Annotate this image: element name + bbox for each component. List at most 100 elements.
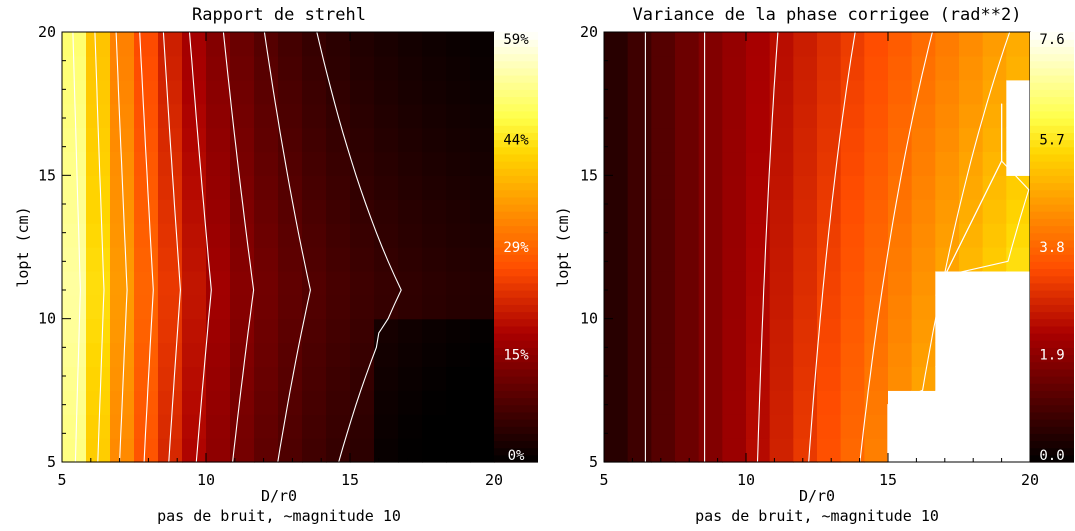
colorbar-swatch xyxy=(494,318,538,327)
y-tick-label: 15 xyxy=(38,166,56,184)
heatmap-cell xyxy=(1006,32,1031,57)
colorbar-swatch xyxy=(1030,247,1074,255)
colorbar-label: 3.8 xyxy=(1039,240,1064,256)
heatmap-cell xyxy=(675,366,700,391)
heatmap-cell xyxy=(62,366,87,391)
heatmap-cell xyxy=(675,270,700,296)
heatmap-cell xyxy=(911,199,936,224)
heatmap-cell xyxy=(134,127,159,153)
heatmap-cell xyxy=(326,366,351,391)
colorbar-swatch xyxy=(1030,82,1074,90)
heatmap-cell xyxy=(110,294,135,320)
colorbar-swatch xyxy=(494,75,538,83)
colorbar-swatch xyxy=(1030,89,1074,98)
heatmap-cell xyxy=(864,294,889,320)
heatmap-cell xyxy=(959,55,984,81)
heatmap-cell xyxy=(134,223,159,248)
heatmap-cell xyxy=(422,342,447,368)
heatmap-cell xyxy=(446,127,471,153)
heatmap-cell xyxy=(817,127,842,153)
heatmap-cell xyxy=(604,270,629,296)
heatmap-cell xyxy=(446,438,471,463)
colorbar-swatch xyxy=(1030,383,1074,391)
heatmap-cell xyxy=(675,247,700,272)
colorbar-label: 5.7 xyxy=(1039,133,1064,149)
heatmap-cell xyxy=(206,366,231,391)
heatmap-cell xyxy=(422,55,447,81)
colorbar-swatch xyxy=(494,397,538,406)
heatmap-cell xyxy=(350,55,375,81)
heatmap-cell xyxy=(793,32,818,57)
colorbar-swatch xyxy=(1030,125,1074,133)
heatmap-cell xyxy=(675,414,700,439)
heatmap-cell xyxy=(888,247,913,272)
colorbar-swatch xyxy=(494,419,538,427)
heatmap-cell xyxy=(698,366,723,391)
colorbar-swatch xyxy=(1030,132,1074,141)
heatmap-cell xyxy=(627,414,652,439)
heatmap-cell xyxy=(888,318,913,344)
heatmap-cell xyxy=(254,366,279,391)
heatmap-cell xyxy=(398,175,423,200)
heatmap-cell xyxy=(982,247,1007,272)
heatmap-cell xyxy=(158,103,183,129)
heatmap-cell xyxy=(62,199,87,224)
heatmap-cell xyxy=(911,127,936,153)
colorbar-swatch xyxy=(1030,419,1074,427)
heatmap-cell xyxy=(422,294,447,320)
heatmap-cell xyxy=(254,294,279,320)
heatmap-cell xyxy=(62,270,87,296)
heatmap-cell xyxy=(959,175,984,200)
colorbar-swatch xyxy=(1030,347,1074,356)
heatmap-cell xyxy=(230,32,255,57)
heatmap-cell xyxy=(959,270,984,296)
colorbar-swatch xyxy=(1030,447,1074,456)
heatmap-cell xyxy=(254,247,279,272)
colorbar-swatch xyxy=(494,411,538,420)
heatmap-cell xyxy=(888,414,913,439)
heatmap-cell xyxy=(651,55,676,81)
heatmap-cell xyxy=(230,79,255,105)
heatmap-cell xyxy=(864,414,889,439)
colorbar-label: 59% xyxy=(503,32,529,48)
heatmap-cell xyxy=(446,270,471,296)
heatmap-cell xyxy=(278,103,303,129)
heatmap-cell xyxy=(302,414,327,439)
colorbar-swatch xyxy=(494,311,538,320)
colorbar-swatch xyxy=(494,132,538,141)
colorbar-swatch xyxy=(494,361,538,370)
heatmap-cell xyxy=(278,79,303,105)
heatmap-cell xyxy=(374,223,399,248)
heatmap-cell xyxy=(793,199,818,224)
heatmap-cell xyxy=(422,32,447,57)
heatmap-cell xyxy=(840,55,865,81)
heatmap-cell xyxy=(627,175,652,200)
heatmap-cell xyxy=(888,55,913,81)
colorbar-label: 29% xyxy=(503,240,529,256)
heatmap-cell xyxy=(982,32,1007,57)
heatmap-cell xyxy=(840,103,865,129)
heatmap-cell xyxy=(651,414,676,439)
heatmap-cell xyxy=(446,318,471,344)
heatmap-cell xyxy=(935,414,960,439)
x-tick-label: 20 xyxy=(485,471,503,489)
heatmap-cell xyxy=(817,438,842,463)
heatmap-cell xyxy=(110,223,135,248)
heatmap-cell xyxy=(422,79,447,105)
heatmap-cell xyxy=(182,318,207,344)
heatmap-cell xyxy=(446,199,471,224)
heatmap-cell xyxy=(110,270,135,296)
heatmap-cell xyxy=(604,223,629,248)
heatmap-cell xyxy=(374,366,399,391)
heatmap-cell xyxy=(935,223,960,248)
heatmap-cell xyxy=(374,79,399,105)
heatmap-cell xyxy=(470,127,495,153)
heatmap-cell xyxy=(982,127,1007,153)
heatmap-cell xyxy=(840,151,865,176)
heatmap-cell xyxy=(651,151,676,176)
colorbar-swatch xyxy=(494,161,538,169)
heatmap-cell xyxy=(110,342,135,368)
y-tick-label: 20 xyxy=(580,23,598,41)
heatmap-cell xyxy=(604,414,629,439)
heatmap-cell xyxy=(254,438,279,463)
